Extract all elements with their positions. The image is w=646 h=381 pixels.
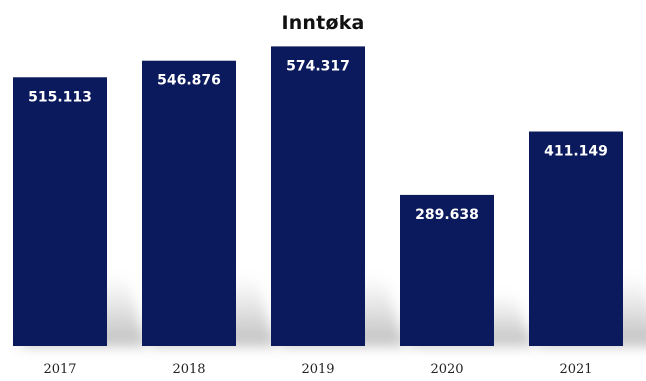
x-tick-label-2021: 2021 bbox=[559, 362, 592, 377]
bar-2018 bbox=[142, 60, 236, 347]
data-label-2017: 515.113 bbox=[28, 89, 92, 105]
data-label-2021: 411.149 bbox=[544, 144, 608, 160]
x-tick-label-2017: 2017 bbox=[43, 362, 76, 377]
data-label-2019: 574.317 bbox=[286, 58, 350, 74]
chart-title: Inntøka bbox=[281, 12, 365, 34]
x-tick-label-2018: 2018 bbox=[172, 362, 205, 377]
x-tick-label-2020: 2020 bbox=[430, 362, 463, 377]
bar-2017 bbox=[13, 77, 107, 346]
bar-2021 bbox=[529, 131, 623, 346]
bar-2020 bbox=[400, 194, 494, 346]
bar-2019 bbox=[271, 46, 365, 347]
data-label-2018: 546.876 bbox=[157, 73, 221, 89]
x-tick-label-2019: 2019 bbox=[301, 362, 334, 377]
data-label-2020: 289.638 bbox=[415, 207, 479, 223]
